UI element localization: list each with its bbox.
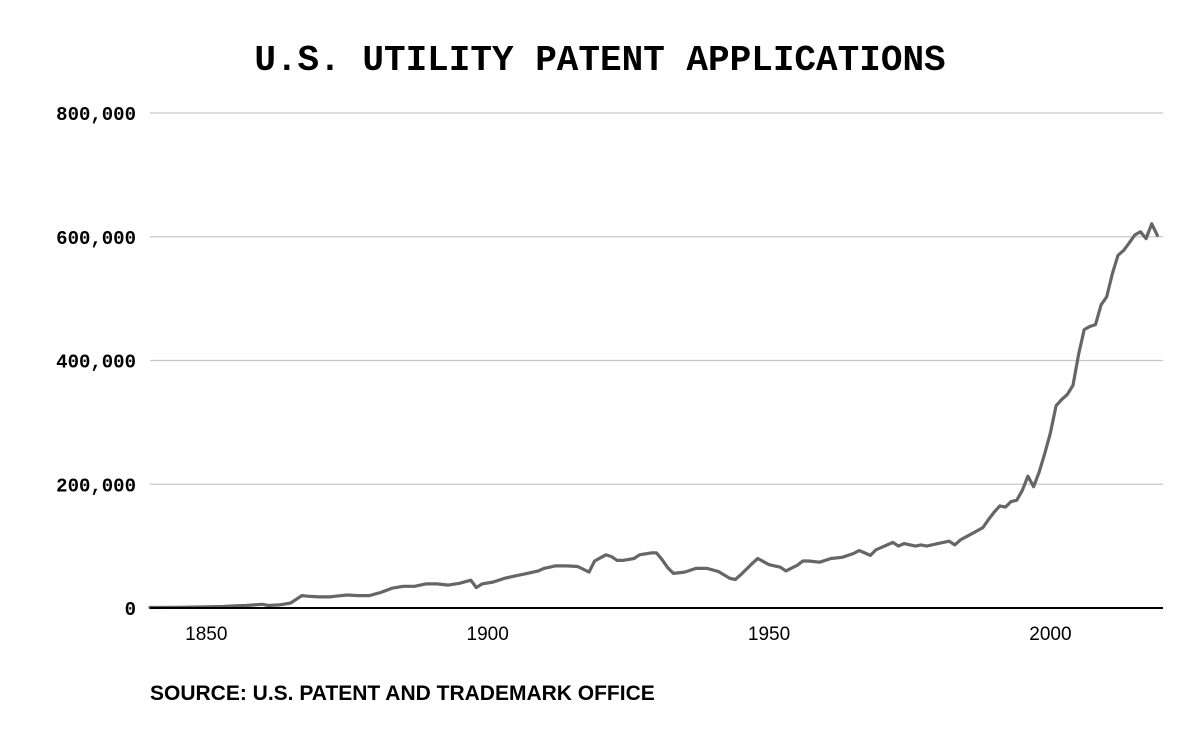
chart-title: U.S. UTILITY PATENT APPLICATIONS	[254, 40, 945, 81]
source-note: SOURCE: U.S. PATENT AND TRADEMARK OFFICE	[150, 682, 655, 705]
x-tick-label: 1900	[467, 624, 509, 645]
y-tick-label: 200,000	[56, 475, 136, 497]
y-tick-label: 0	[125, 599, 136, 621]
gridlines	[150, 112, 1163, 485]
y-tick-label: 800,000	[56, 104, 136, 126]
y-tick-label: 400,000	[56, 352, 136, 374]
x-tick-label: 1850	[185, 624, 227, 645]
x-tick-label: 1950	[748, 624, 790, 645]
series-line	[148, 222, 1159, 610]
x-tick-label: 2000	[1029, 624, 1071, 645]
y-tick-label: 600,000	[56, 228, 136, 250]
x-axis-ticks: 1850 1900 1950 2000	[185, 624, 1071, 645]
y-axis-ticks: 0 200,000 400,000 600,000 800,000	[56, 104, 136, 621]
